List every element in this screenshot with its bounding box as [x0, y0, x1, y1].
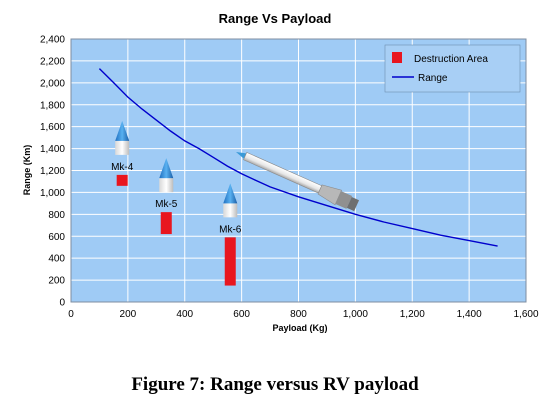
- figure-caption: Figure 7: Range versus RV payload: [131, 374, 419, 395]
- warhead-label-mk-4: Mk-4: [111, 162, 134, 173]
- y-tick-label: 1,800: [40, 100, 65, 111]
- destruction-bar-mk-6: [224, 237, 236, 286]
- y-tick-label: 1,200: [40, 166, 65, 177]
- y-tick-label: 2,000: [40, 78, 65, 89]
- legend-label-destruction-area: Destruction Area: [414, 54, 488, 65]
- legend-box: [384, 44, 521, 93]
- x-tick-label: 1,000: [343, 309, 368, 320]
- plot-border: [70, 38, 527, 303]
- legend-label-range: Range: [418, 73, 448, 84]
- y-tick-label: 0: [59, 298, 65, 309]
- legend: Destruction Area Range: [384, 44, 521, 93]
- x-axis-ticks: 0 200 400 600 800 1,000 1,200 1,400 1,600: [68, 309, 539, 320]
- destruction-bar-mk-4: [116, 174, 128, 186]
- y-tick-label: 1,400: [40, 144, 65, 155]
- warhead-illustrations: [115, 120, 238, 218]
- destruction-bar-mk-5: [160, 212, 172, 235]
- x-tick-label: 200: [120, 309, 137, 320]
- y-tick-label: 600: [48, 232, 65, 243]
- range-vs-payload-chart: Range Vs Payload 0 200 400 600 800 1,000 1,200…: [22, 11, 539, 333]
- x-tick-label: 1,200: [400, 309, 425, 320]
- y-tick-label: 200: [48, 276, 65, 287]
- x-tick-label: 1,600: [513, 309, 538, 320]
- y-tick-label: 800: [48, 210, 65, 221]
- warhead-mk-6-icon: [223, 183, 238, 218]
- x-tick-label: 800: [290, 309, 307, 320]
- warhead-label-mk-5: Mk-5: [155, 199, 178, 210]
- warhead-mk-4-icon: [115, 120, 130, 155]
- chart-title: Range Vs Payload: [219, 11, 332, 26]
- x-tick-label: 600: [233, 309, 250, 320]
- legend-swatch-destruction-area: [392, 52, 402, 63]
- series-range-line: [98, 68, 498, 247]
- x-axis-label: Payload (Kg): [272, 323, 327, 333]
- y-tick-label: 400: [48, 254, 65, 265]
- y-tick-label: 1,600: [40, 122, 65, 133]
- x-tick-label: 0: [68, 309, 74, 320]
- warhead-mk-5-icon: [159, 158, 174, 193]
- destruction-area-bars: Mk-4 Mk-5 Mk-6: [111, 162, 242, 286]
- y-tick-label: 2,200: [40, 56, 65, 67]
- y-tick-label: 2,400: [40, 35, 65, 46]
- y-tick-label: 1,000: [40, 188, 65, 199]
- y-axis-ticks: 0 200 400 600 800 1,000 1,200 1,400 1,600 1,800 2,…: [40, 35, 65, 309]
- x-tick-label: 1,400: [457, 309, 482, 320]
- x-tick-label: 400: [176, 309, 193, 320]
- y-axis-label: Range (Km): [22, 145, 32, 196]
- warhead-label-mk-6: Mk-6: [219, 224, 242, 235]
- missile-illustration: [236, 152, 360, 212]
